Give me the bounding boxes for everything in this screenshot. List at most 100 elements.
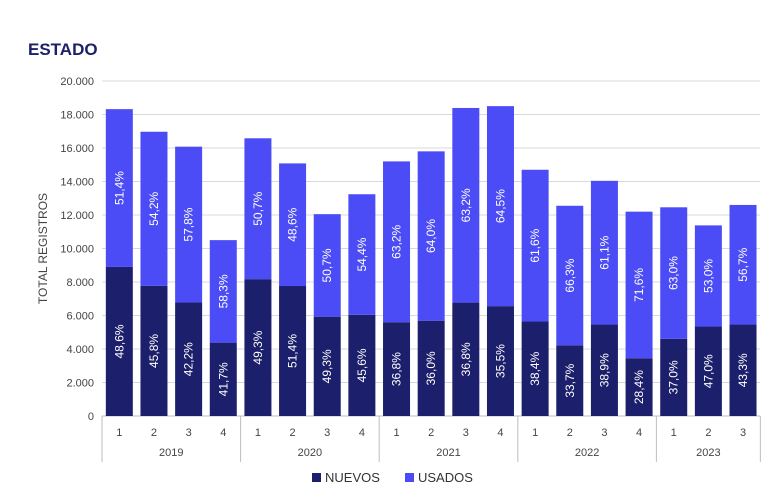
y-tick-label: 8.000 [66, 277, 94, 289]
bar-usados [452, 107, 480, 303]
data-label-usados: 58,3% [216, 274, 230, 308]
y-tick-label: 2.000 [66, 378, 94, 390]
data-label-nuevos: 45,8% [147, 334, 161, 368]
bar-usados [660, 207, 688, 339]
data-label-nuevos: 47,0% [701, 354, 715, 388]
chart-title: ESTADO [28, 40, 98, 59]
data-label-usados: 57,8% [182, 207, 196, 241]
data-label-nuevos: 35,5% [493, 344, 507, 378]
bar-usados [417, 151, 445, 321]
bar-nuevos [313, 316, 341, 416]
bar-nuevos [625, 358, 653, 416]
y-tick-label: 14.000 [60, 177, 94, 189]
y-tick-label: 10.000 [60, 244, 94, 256]
data-label-nuevos: 51,4% [286, 334, 300, 368]
data-label-usados: 51,4% [112, 171, 126, 205]
bar-usados [556, 205, 584, 346]
legend-swatch-nuevos [312, 473, 321, 482]
data-label-nuevos: 43,3% [736, 353, 750, 387]
data-label-nuevos: 49,3% [251, 330, 265, 364]
legend-label-nuevos: NUEVOS [325, 470, 380, 485]
x-tick-label: 1 [532, 427, 538, 439]
y-tick-label: 20.000 [60, 76, 94, 88]
legend-label-usados: USADOS [418, 470, 473, 485]
bar-nuevos [417, 320, 445, 416]
bar-usados [590, 180, 618, 325]
bar-nuevos [660, 338, 688, 416]
x-tick-label: 3 [186, 427, 192, 439]
data-label-nuevos: 42,2% [182, 342, 196, 376]
bar-usados [486, 106, 514, 307]
x-tick-label: 2 [428, 427, 434, 439]
data-label-nuevos: 28,4% [632, 370, 646, 404]
bar-usados [313, 214, 341, 317]
bar-usados [279, 163, 307, 287]
data-label-nuevos: 33,7% [563, 363, 577, 397]
data-label-nuevos: 41,7% [216, 362, 230, 396]
x-tick-label: 2 [567, 427, 573, 439]
bar-nuevos [279, 286, 307, 416]
data-label-usados: 56,7% [736, 247, 750, 281]
x-group-label: 2019 [159, 447, 183, 459]
bar-usados [348, 194, 376, 315]
x-tick-label: 1 [255, 427, 261, 439]
y-tick-label: 18.000 [60, 110, 94, 122]
data-label-usados: 48,6% [286, 207, 300, 241]
x-group-label: 2023 [696, 447, 720, 459]
data-label-nuevos: 36,8% [459, 342, 473, 376]
bar-nuevos [729, 324, 757, 416]
x-tick-label: 2 [705, 427, 711, 439]
data-label-usados: 71,6% [632, 268, 646, 302]
x-group-label: 2020 [298, 447, 322, 459]
bar-usados [383, 161, 411, 323]
x-group-label: 2021 [436, 447, 460, 459]
bar-usados [625, 211, 653, 359]
bar-usados [244, 138, 272, 280]
data-label-nuevos: 37,0% [667, 360, 681, 394]
legend-swatch-usados [405, 473, 414, 482]
data-label-nuevos: 49,3% [320, 349, 334, 383]
data-label-usados: 63,0% [667, 256, 681, 290]
data-label-usados: 61,1% [597, 235, 611, 269]
x-tick-label: 3 [601, 427, 607, 439]
y-tick-label: 0 [88, 411, 94, 423]
data-label-usados: 61,6% [528, 228, 542, 262]
bar-usados [209, 240, 237, 343]
bar-nuevos [590, 324, 618, 416]
bar-nuevos [105, 266, 133, 416]
bar-nuevos [244, 279, 272, 416]
x-tick-label: 3 [463, 427, 469, 439]
x-tick-label: 4 [497, 427, 503, 439]
x-tick-label: 3 [324, 427, 330, 439]
bar-nuevos [209, 342, 237, 416]
x-tick-label: 3 [740, 427, 746, 439]
x-tick-label: 1 [393, 427, 399, 439]
bar-usados [694, 225, 722, 327]
bar-nuevos [348, 314, 376, 416]
x-tick-label: 2 [290, 427, 296, 439]
x-tick-label: 4 [359, 427, 365, 439]
bar-nuevos [521, 321, 549, 416]
data-label-usados: 54,2% [147, 191, 161, 225]
data-label-nuevos: 38,4% [528, 351, 542, 385]
data-label-usados: 50,7% [320, 248, 334, 282]
bar-usados [105, 109, 133, 267]
data-label-usados: 50,7% [251, 191, 265, 225]
data-label-usados: 53,0% [701, 259, 715, 293]
bar-nuevos [383, 322, 411, 416]
bar-usados [521, 169, 549, 322]
x-tick-label: 1 [116, 427, 122, 439]
data-label-usados: 63,2% [459, 188, 473, 222]
y-tick-label: 4.000 [66, 344, 94, 356]
data-label-nuevos: 48,6% [112, 324, 126, 358]
bar-usados [729, 204, 757, 325]
data-label-usados: 54,4% [355, 237, 369, 271]
data-label-nuevos: 38,9% [597, 353, 611, 387]
bar-nuevos [140, 285, 168, 416]
x-group-label: 2022 [575, 447, 599, 459]
y-tick-label: 16.000 [60, 143, 94, 155]
x-tick-label: 4 [220, 427, 226, 439]
y-axis-title: TOTAL REGISTROS [36, 193, 50, 304]
